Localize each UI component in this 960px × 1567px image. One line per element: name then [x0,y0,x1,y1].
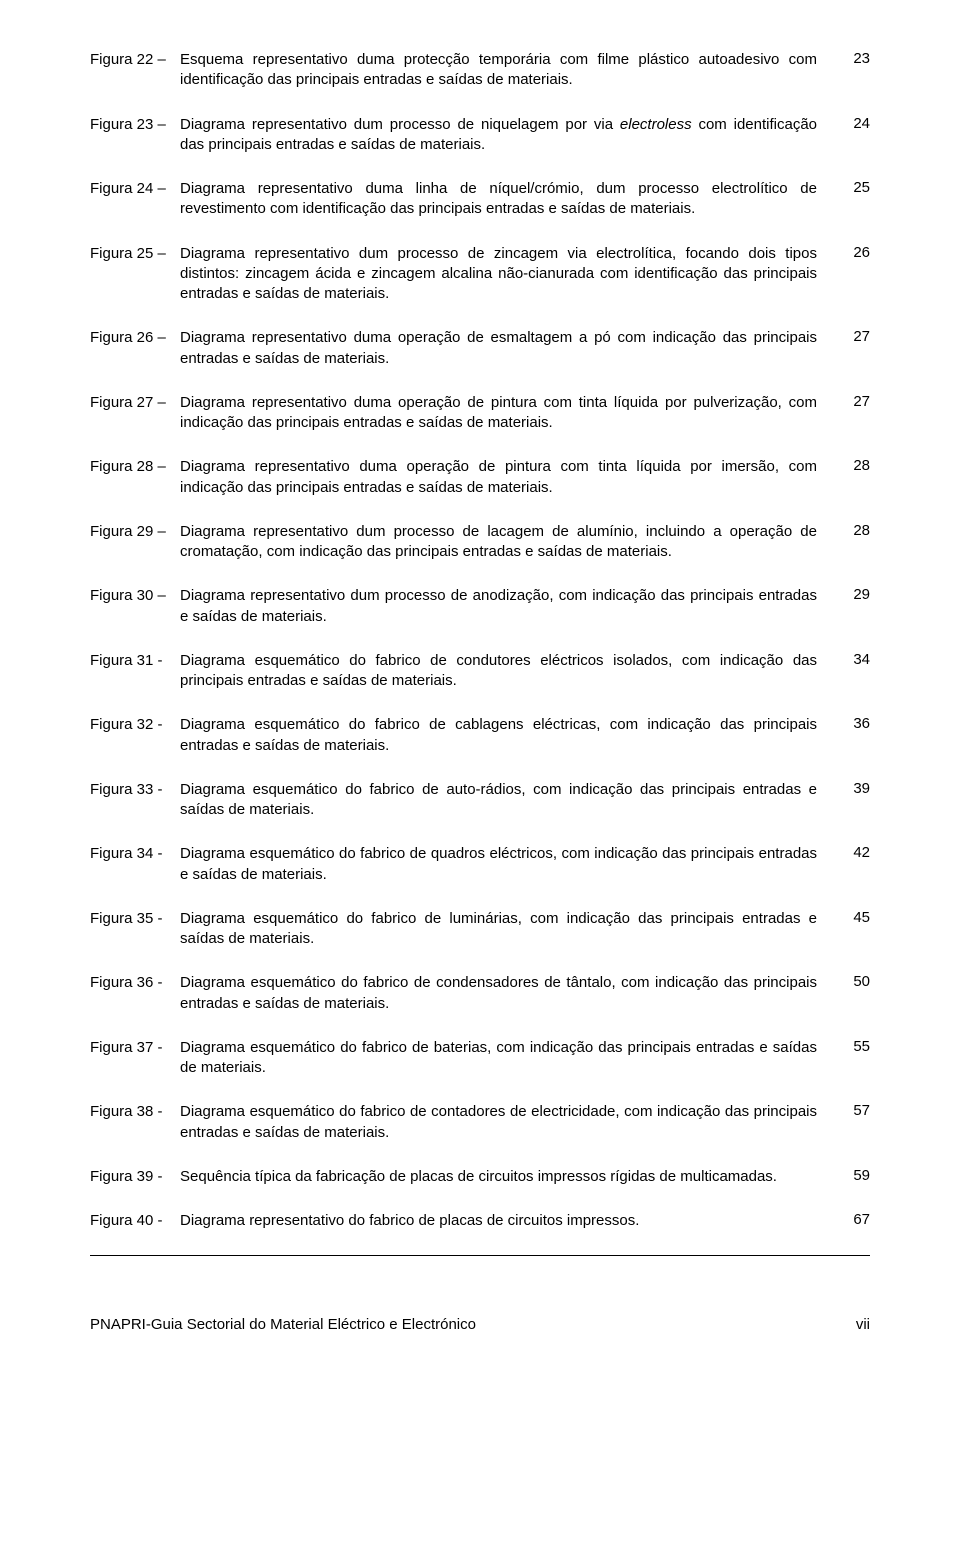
figure-label: Figura 35 - [90,909,180,929]
footer-page-number: vii [830,1316,870,1333]
figure-description: Diagrama esquemático do fabrico de lumin… [180,909,835,950]
figure-entry: Figura 39 -Sequência típica da fabricaçã… [90,1167,870,1187]
figure-page-number: 39 [835,780,870,797]
figure-page-number: 34 [835,651,870,668]
figure-label: Figura 31 - [90,651,180,671]
figure-label: Figura 27 – [90,393,180,413]
figure-page-number: 27 [835,328,870,345]
figure-entry: Figura 31 -Diagrama esquemático do fabri… [90,651,870,692]
figure-list: Figura 22 –Esquema representativo duma p… [90,50,870,1231]
figure-page-number: 27 [835,393,870,410]
figure-label: Figura 33 - [90,780,180,800]
figure-label: Figura 39 - [90,1167,180,1187]
figure-label: Figura 26 – [90,328,180,348]
figure-page-number: 23 [835,50,870,67]
figure-entry: Figura 38 -Diagrama esquemático do fabri… [90,1102,870,1143]
figure-description: Diagrama esquemático do fabrico de conde… [180,973,835,1014]
figure-entry: Figura 40 -Diagrama representativo do fa… [90,1211,870,1231]
figure-page-number: 57 [835,1102,870,1119]
figure-entry: Figura 22 –Esquema representativo duma p… [90,50,870,91]
figure-entry: Figura 26 –Diagrama representativo duma … [90,328,870,369]
figure-description: Diagrama esquemático do fabrico de cabla… [180,715,835,756]
figure-page-number: 42 [835,844,870,861]
figure-page-number: 55 [835,1038,870,1055]
figure-label: Figura 36 - [90,973,180,993]
figure-description: Diagrama representativo duma operação de… [180,328,835,369]
figure-description: Diagrama representativo dum processo de … [180,115,835,156]
figure-description: Diagrama esquemático do fabrico de conta… [180,1102,835,1143]
figure-entry: Figura 23 –Diagrama representativo dum p… [90,115,870,156]
figure-description: Diagrama representativo dum processo de … [180,586,835,627]
figure-label: Figura 34 - [90,844,180,864]
figure-page-number: 36 [835,715,870,732]
figure-page-number: 50 [835,973,870,990]
figure-description: Sequência típica da fabricação de placas… [180,1167,835,1187]
figure-label: Figura 40 - [90,1211,180,1231]
footer-title: PNAPRI-Guia Sectorial do Material Eléctr… [90,1316,830,1333]
figure-label: Figura 30 – [90,586,180,606]
figure-page-number: 24 [835,115,870,132]
figure-description: Diagrama representativo do fabrico de pl… [180,1211,835,1231]
figure-entry: Figura 35 -Diagrama esquemático do fabri… [90,909,870,950]
figure-page-number: 25 [835,179,870,196]
figure-description: Diagrama representativo dum processo de … [180,244,835,305]
figure-entry: Figura 30 –Diagrama representativo dum p… [90,586,870,627]
figure-description: Diagrama esquemático do fabrico de auto-… [180,780,835,821]
figure-description: Diagrama esquemático do fabrico de quadr… [180,844,835,885]
figure-description: Diagrama esquemático do fabrico de condu… [180,651,835,692]
figure-entry: Figura 28 –Diagrama representativo duma … [90,457,870,498]
figure-entry: Figura 34 -Diagrama esquemático do fabri… [90,844,870,885]
figure-page-number: 28 [835,457,870,474]
figure-page-number: 26 [835,244,870,261]
figure-page-number: 29 [835,586,870,603]
figure-description: Diagrama esquemático do fabrico de bater… [180,1038,835,1079]
figure-label: Figura 28 – [90,457,180,477]
figure-label: Figura 29 – [90,522,180,542]
figure-entry: Figura 37 -Diagrama esquemático do fabri… [90,1038,870,1079]
figure-entry: Figura 36 -Diagrama esquemático do fabri… [90,973,870,1014]
figure-description: Esquema representativo duma protecção te… [180,50,835,91]
footer-divider [90,1255,870,1256]
figure-entry: Figura 27 –Diagrama representativo duma … [90,393,870,434]
figure-page-number: 28 [835,522,870,539]
footer: PNAPRI-Guia Sectorial do Material Eléctr… [90,1316,870,1333]
figure-page-number: 45 [835,909,870,926]
figure-label: Figura 25 – [90,244,180,264]
figure-description: Diagrama representativo duma operação de… [180,393,835,434]
figure-page-number: 59 [835,1167,870,1184]
figure-page-number: 67 [835,1211,870,1228]
figure-description: Diagrama representativo duma linha de ní… [180,179,835,220]
figure-label: Figura 23 – [90,115,180,135]
figure-entry: Figura 24 –Diagrama representativo duma … [90,179,870,220]
figure-entry: Figura 25 –Diagrama representativo dum p… [90,244,870,305]
figure-entry: Figura 29 –Diagrama representativo dum p… [90,522,870,563]
figure-description: Diagrama representativo duma operação de… [180,457,835,498]
figure-entry: Figura 32 -Diagrama esquemático do fabri… [90,715,870,756]
figure-label: Figura 24 – [90,179,180,199]
figure-label: Figura 22 – [90,50,180,70]
figure-label: Figura 37 - [90,1038,180,1058]
figure-label: Figura 32 - [90,715,180,735]
figure-entry: Figura 33 -Diagrama esquemático do fabri… [90,780,870,821]
figure-label: Figura 38 - [90,1102,180,1122]
figure-description: Diagrama representativo dum processo de … [180,522,835,563]
